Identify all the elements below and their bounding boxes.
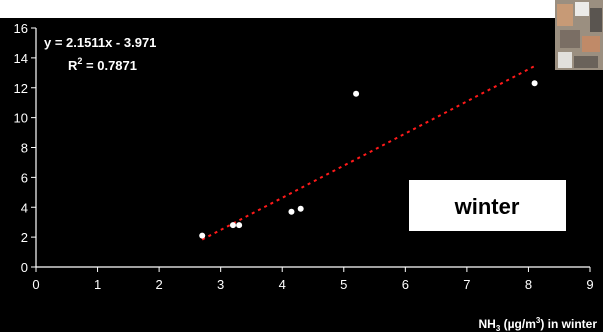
x-tick-label: 0 [32,277,39,292]
data-point [199,232,206,239]
aerial-photo-inset [555,0,603,70]
data-point [297,205,304,212]
y-ticks: 0 2 4 6 8 10 12 14 16 [14,21,36,275]
x-tick-label: 6 [402,277,409,292]
y-tick-label: 12 [14,81,28,96]
x-tick-label: 9 [586,277,593,292]
data-point [236,222,243,229]
winter-box [409,180,566,231]
data-point [288,208,295,215]
top-strip [0,0,555,18]
x-tick-label: 5 [340,277,347,292]
data-point [229,222,236,229]
x-axis-label: NH3 (µg/m3) in winter [479,316,598,332]
x-tick-label: 1 [94,277,101,292]
x-tick-label: 7 [463,277,470,292]
x-tick-label: 8 [525,277,532,292]
x-tick-label: 4 [279,277,286,292]
y-tick-label: 8 [21,141,28,156]
y-tick-label: 10 [14,111,28,126]
data-point [531,80,538,87]
x-tick-label: 3 [217,277,224,292]
winter-label: winter [454,194,520,219]
y-tick-label: 2 [21,230,28,245]
y-tick-label: 6 [21,170,28,185]
data-points [199,80,538,239]
data-point [353,90,360,97]
y-tick-label: 14 [14,51,28,66]
y-tick-label: 4 [21,200,28,215]
x-ticks: 0 1 2 3 4 5 6 7 8 9 [32,267,594,292]
x-tick-label: 2 [155,277,162,292]
r2-label: R2 = 0.7871 [68,56,137,73]
equation-label: y = 2.1511x - 3.971 [44,35,156,50]
y-tick-label: 0 [21,260,28,275]
y-tick-label: 16 [14,21,28,36]
